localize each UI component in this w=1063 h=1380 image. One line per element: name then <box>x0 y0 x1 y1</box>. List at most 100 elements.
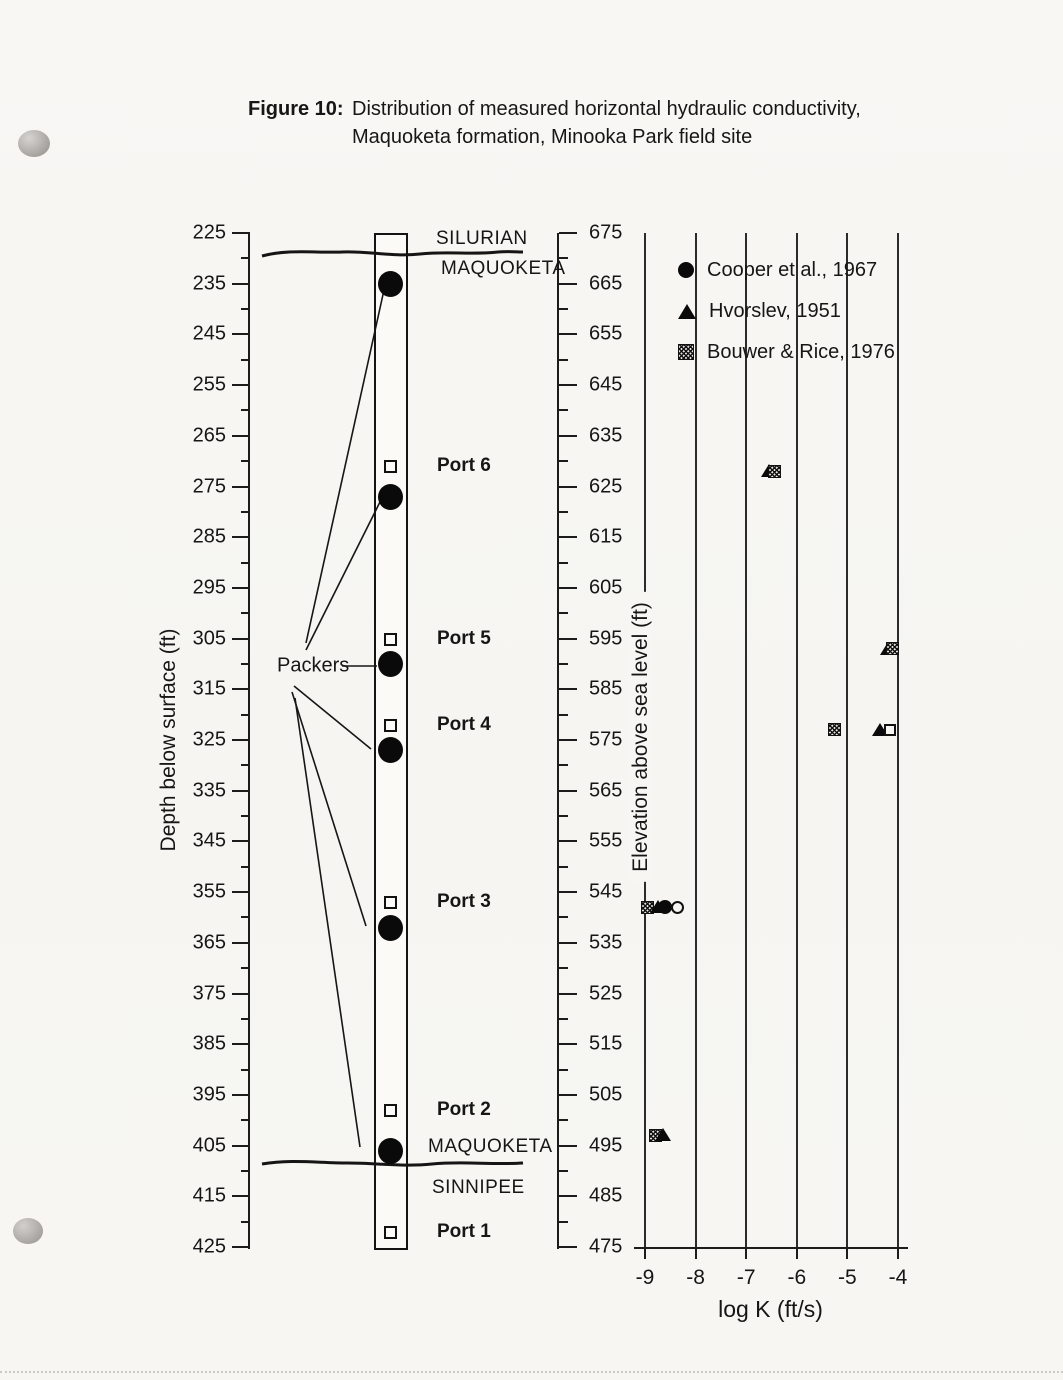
depth-tick-label: 365 <box>192 931 226 954</box>
port-opening <box>384 1225 397 1239</box>
legend-label: Bouwer & Rice, 1976 <box>707 340 895 363</box>
port-label: Port 3 <box>437 891 491 913</box>
elevation-tick <box>559 764 568 767</box>
elevation-tick <box>559 333 577 336</box>
data-point-bouwer <box>886 642 900 656</box>
elevation-tick <box>559 384 577 387</box>
elevation-tick <box>559 358 568 361</box>
elevation-axis-title: Elevation above sea level (ft) <box>629 592 653 882</box>
elevation-tick <box>559 1017 568 1020</box>
elevation-tick <box>559 460 568 463</box>
formation-label-sinnipee: SINNIPEE <box>432 1177 525 1198</box>
packer-circle <box>378 1137 403 1164</box>
packer-circle <box>378 270 403 297</box>
depth-tick <box>232 1246 250 1248</box>
k-tick-label: -9 <box>635 1266 655 1289</box>
k-axis-tick <box>694 1247 697 1259</box>
elevation-tick <box>559 713 568 716</box>
elevation-tick-label: 475 <box>589 1235 623 1258</box>
depth-tick-label: 355 <box>192 880 226 903</box>
elevation-tick-label: 655 <box>589 322 623 345</box>
elevation-tick <box>559 1043 577 1046</box>
legend-item: Cooper et al., 1967 <box>678 258 877 282</box>
elevation-tick <box>559 1246 577 1248</box>
elevation-tick <box>559 232 577 234</box>
formation-label-silurian: SILURIAN <box>436 228 528 249</box>
depth-tick-label: 325 <box>192 728 226 751</box>
elevation-tick <box>559 865 568 868</box>
hole-punch-top <box>18 130 50 157</box>
elevation-tick <box>559 1144 577 1147</box>
depth-tick-label: 235 <box>192 272 226 295</box>
elevation-tick <box>559 282 577 285</box>
depth-tick <box>232 434 250 437</box>
elevation-tick <box>559 891 577 894</box>
depth-tick <box>232 282 250 285</box>
depth-tick <box>232 1043 250 1046</box>
plot-gridline <box>897 233 899 1247</box>
k-axis-tick <box>897 1247 899 1259</box>
elevation-tick <box>559 434 577 437</box>
depth-tick-label: 275 <box>192 475 226 497</box>
depth-tick <box>241 815 250 818</box>
port-opening <box>384 1104 397 1118</box>
depth-tick <box>232 941 250 944</box>
elevation-tick <box>559 662 568 665</box>
elevation-tick <box>559 1195 577 1198</box>
port-label: Port 2 <box>437 1099 491 1121</box>
elevation-tick <box>559 257 568 260</box>
elevation-tick-label: 485 <box>589 1184 623 1207</box>
data-point-hvorslev <box>654 1128 671 1142</box>
legend-label: Hvorslev, 1951 <box>709 299 841 322</box>
elevation-tick-label: 535 <box>589 931 623 954</box>
packers-label: Packers <box>277 654 350 677</box>
elevation-tick <box>559 308 568 311</box>
elevation-tick <box>559 1093 577 1096</box>
elevation-tick <box>559 739 577 741</box>
data-point-bouwer <box>828 723 842 737</box>
elevation-tick-label: 525 <box>589 982 623 1004</box>
data-point-cooper <box>658 900 673 915</box>
elevation-tick-label: 665 <box>589 272 623 295</box>
depth-axis-line <box>248 233 250 1249</box>
depth-tick <box>241 967 250 970</box>
depth-tick-label: 385 <box>192 1032 226 1055</box>
elevation-tick <box>559 1068 568 1071</box>
k-axis-title: log K (ft/s) <box>718 1296 823 1322</box>
depth-tick <box>241 510 250 513</box>
elevation-tick <box>559 992 577 995</box>
elevation-tick <box>559 637 577 640</box>
elevation-tick-label: 605 <box>589 576 623 599</box>
depth-tick <box>232 1195 250 1198</box>
hole-punch-bottom <box>13 1218 43 1244</box>
depth-tick <box>241 308 250 311</box>
depth-tick-label: 225 <box>192 221 226 244</box>
depth-tick <box>241 662 250 665</box>
depth-tick <box>232 688 250 691</box>
k-tick-label: -5 <box>838 1266 857 1289</box>
plot-gridline <box>795 233 798 1247</box>
packer-circle <box>378 737 403 764</box>
depth-tick <box>232 384 250 387</box>
legend-marker-hvorslev <box>678 303 696 319</box>
depth-tick <box>241 764 250 767</box>
depth-tick <box>241 358 250 361</box>
figure-label: Figure 10: <box>248 98 344 120</box>
plot-gridline <box>745 233 748 1247</box>
depth-tick <box>241 409 250 412</box>
elevation-tick-label: 635 <box>589 424 623 447</box>
depth-tick-label: 265 <box>192 424 226 447</box>
legend-marker-cooper <box>678 262 694 278</box>
depth-tick-label: 345 <box>192 829 226 852</box>
depth-tick-label: 295 <box>192 576 226 599</box>
depth-tick <box>241 1119 250 1122</box>
elevation-tick-label: 505 <box>589 1083 623 1106</box>
packer-pointer-lines <box>291 289 385 1148</box>
elevation-tick <box>559 561 568 564</box>
k-axis-tick <box>795 1247 798 1259</box>
depth-tick <box>241 916 250 919</box>
k-tick-label: -4 <box>888 1266 908 1289</box>
depth-tick <box>241 865 250 868</box>
figure-title-line1: Distribution of measured horizontal hydr… <box>352 98 861 120</box>
